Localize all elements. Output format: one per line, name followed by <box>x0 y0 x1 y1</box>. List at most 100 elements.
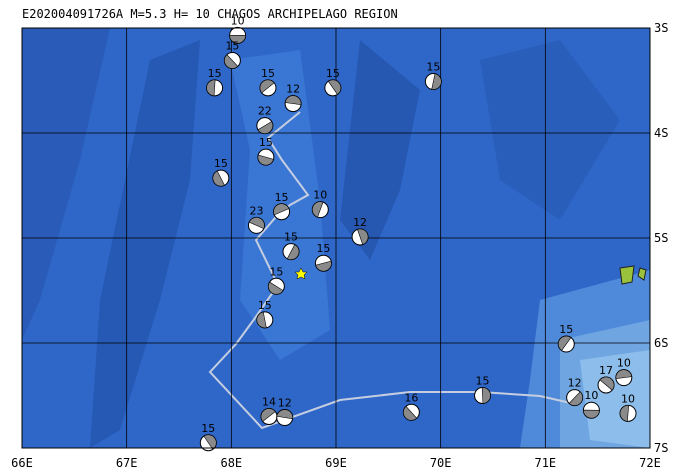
event-label: 15 <box>258 299 272 312</box>
lat-tick-label: 5S <box>654 231 668 245</box>
beachball-quadrant <box>403 405 418 421</box>
beachball-quadrant <box>619 405 630 422</box>
focal-mechanism <box>402 403 420 421</box>
focal-mechanism <box>260 408 278 425</box>
event-label: 15 <box>214 157 228 170</box>
map-frame <box>21 27 651 449</box>
event-label: 16 <box>404 391 418 404</box>
event-label: 15 <box>559 323 573 336</box>
lon-tick-label: 66E <box>11 456 33 470</box>
event-label: 15 <box>426 61 440 74</box>
event-label: 15 <box>201 422 215 435</box>
focal-mechanism <box>257 148 275 166</box>
plate-boundary <box>208 111 576 430</box>
beachball-quadrant <box>599 376 615 391</box>
lon-tick-label: 67E <box>116 456 138 470</box>
event-label: 10 <box>617 357 631 370</box>
focal-mechanism <box>276 409 294 427</box>
event-label: 15 <box>316 242 330 255</box>
event-label: 10 <box>313 189 327 202</box>
beachball-quadrant <box>284 95 302 106</box>
beachball-quadrant <box>568 391 583 406</box>
event-label: 10 <box>584 389 598 402</box>
beachball-quadrant <box>357 228 369 245</box>
event-label: 14 <box>262 396 276 409</box>
event-label: 15 <box>225 40 239 53</box>
lat-tick-label: 6S <box>654 336 668 350</box>
event-label: 12 <box>353 216 367 229</box>
focal-mechanism <box>206 79 224 97</box>
beachball-quadrant <box>212 170 225 187</box>
beachball-quadrant <box>312 201 324 218</box>
focal-mechanism <box>351 228 369 246</box>
event-label: 15 <box>275 191 289 204</box>
event-label: 15 <box>269 265 283 278</box>
focal-mechanism <box>256 311 274 329</box>
beachball-quadrant <box>259 79 275 94</box>
event-label: 22 <box>258 105 272 118</box>
events: 10 15 15 15 12 15 15 22 15 15 10 15 23 12 15 15 15 15 15 10… <box>199 14 637 452</box>
event-label: 15 <box>259 136 273 149</box>
beachball-quadrant <box>583 409 600 419</box>
beachball-quadrant <box>557 335 572 351</box>
event-label: 15 <box>476 375 490 388</box>
focal-mechanism <box>212 169 230 187</box>
beachball-quadrant <box>481 387 491 404</box>
focal-mechanism <box>615 369 633 387</box>
focal-mechanism <box>267 277 285 295</box>
focal-mechanism <box>311 201 329 219</box>
epicenter-star <box>294 267 308 280</box>
focal-mechanism <box>199 434 217 452</box>
beachball-quadrant <box>615 369 633 379</box>
beachball-quadrant <box>229 35 246 44</box>
focal-mechanism <box>474 387 492 404</box>
beachball-quadrant <box>248 217 265 230</box>
lat-tick-label: 4S <box>654 126 668 140</box>
beachball-quadrant <box>257 154 274 166</box>
event-label: 15 <box>284 231 298 244</box>
event-label: 10 <box>231 14 245 27</box>
focal-mechanism <box>256 117 274 135</box>
beachball-quadrant <box>315 260 332 272</box>
event-label: 12 <box>278 397 292 410</box>
event-label: 23 <box>249 204 263 217</box>
lon-tick-label: 68E <box>220 456 242 470</box>
lon-tick-label: 71E <box>534 456 556 470</box>
event-label: 12 <box>286 83 300 96</box>
lon-tick-label: 69E <box>325 456 347 470</box>
beachball-quadrant <box>268 281 284 295</box>
event-label: 15 <box>208 67 222 80</box>
beachball-quadrant <box>257 121 274 134</box>
focal-mechanism <box>229 26 247 44</box>
focal-mechanism <box>619 404 637 422</box>
focal-mechanism <box>247 216 265 234</box>
beachball-quadrant <box>260 408 276 422</box>
beachball-quadrant <box>206 79 216 97</box>
focal-mechanism <box>284 95 302 113</box>
event-label: 17 <box>599 364 613 377</box>
focal-mechanism <box>324 79 342 97</box>
event-label: 12 <box>568 377 582 390</box>
map-title: E202004091726A M=5.3 H= 10 CHAGOS ARCHIP… <box>22 7 398 21</box>
beachball-quadrant <box>327 79 342 95</box>
focal-mechanism <box>557 335 575 353</box>
focal-mechanism <box>424 73 442 91</box>
event-label: 15 <box>261 67 275 80</box>
focal-mechanism <box>273 203 291 221</box>
event-label: 15 <box>326 67 340 80</box>
focal-mechanism <box>314 254 332 272</box>
beachball-quadrant <box>256 311 267 329</box>
focal-mechanism <box>282 243 300 261</box>
lon-tick-label: 70E <box>430 456 452 470</box>
focal-mechanism <box>259 79 277 97</box>
beachball-quadrant <box>273 203 290 216</box>
lat-tick-label: 7S <box>654 441 668 455</box>
beachball-quadrant <box>431 73 442 90</box>
focal-mechanism <box>582 401 600 419</box>
event-label: 10 <box>621 392 635 405</box>
beachball-quadrant <box>203 434 217 450</box>
focal-mechanism <box>597 376 615 394</box>
lon-tick-label: 72E <box>639 456 661 470</box>
beachball-quadrant <box>276 409 293 420</box>
